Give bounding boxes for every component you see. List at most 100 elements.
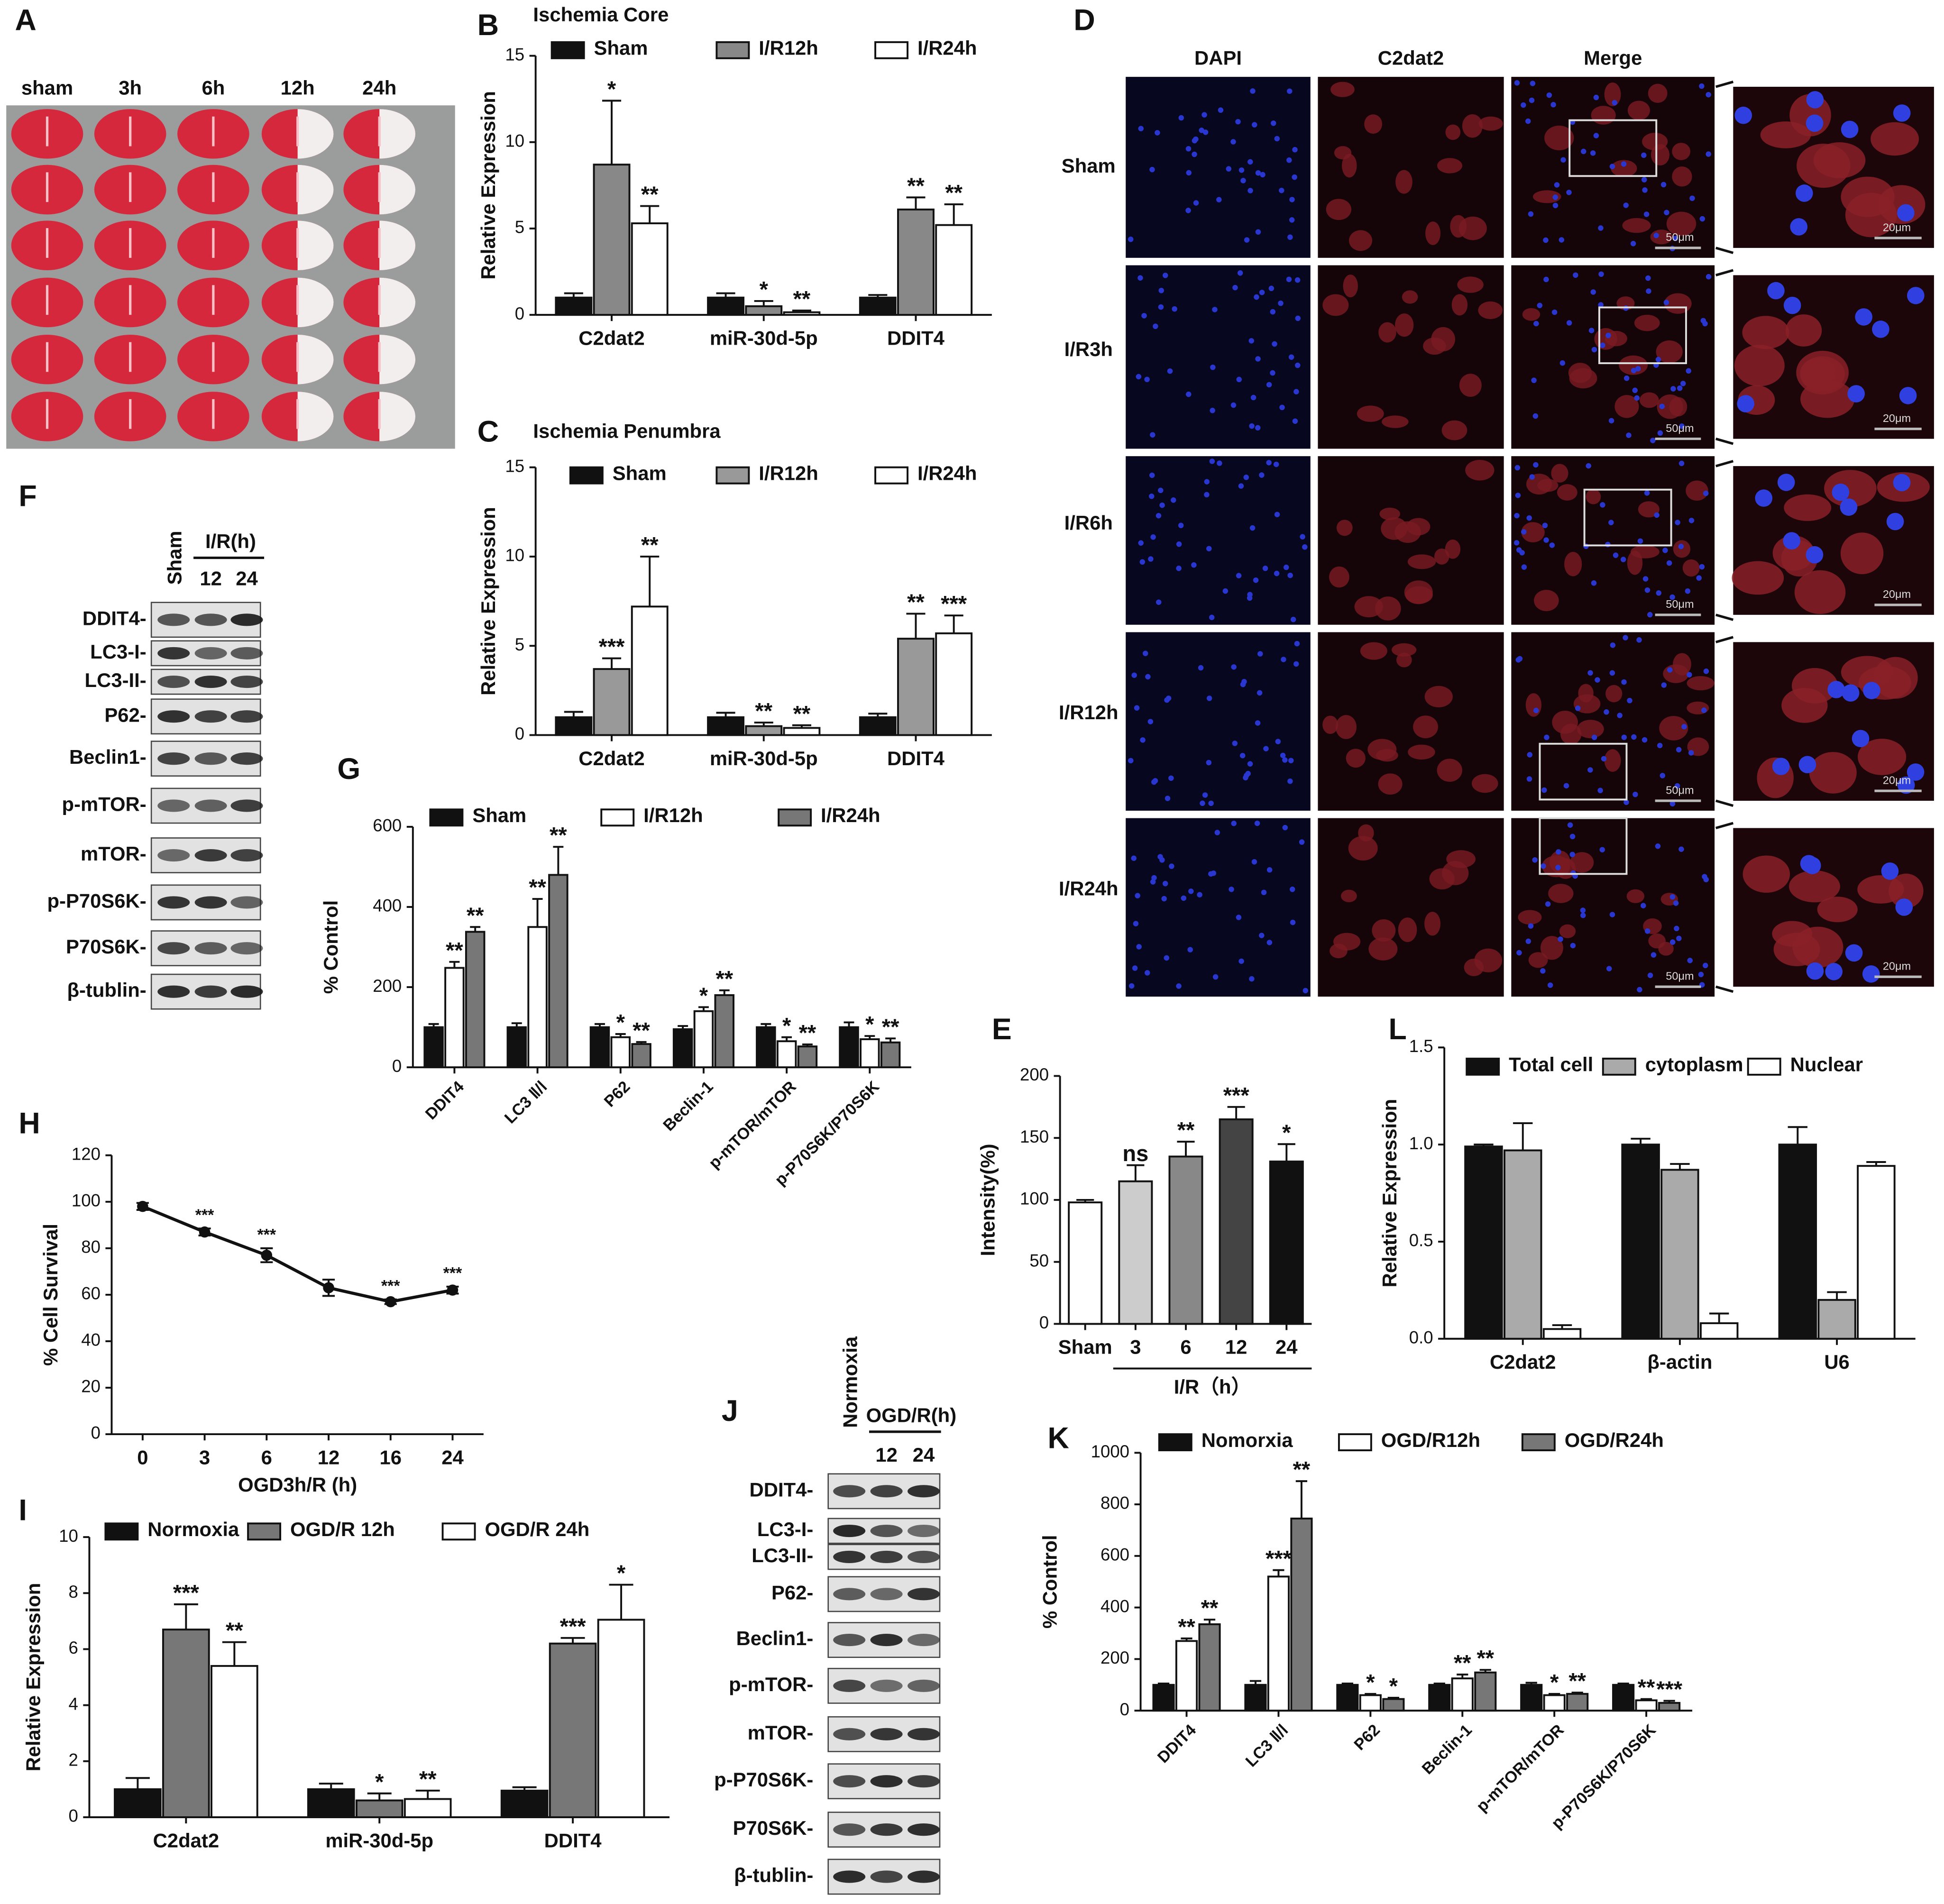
blot-row-label: p-P70S6K- — [714, 1768, 813, 1791]
significance-label: * — [1282, 1120, 1291, 1145]
y-axis-label: % Cell Survival — [39, 1224, 62, 1366]
cell-stain — [1559, 924, 1576, 938]
legend-label: Sham — [472, 804, 526, 826]
nucleus — [1293, 661, 1299, 667]
significance-label: ** — [793, 286, 811, 311]
cell-stain — [1471, 774, 1498, 793]
bar — [714, 994, 734, 1069]
blot-band — [908, 1679, 940, 1692]
legend-swatch — [441, 1522, 476, 1541]
nucleus — [1526, 515, 1532, 521]
significance-label: * — [607, 76, 616, 101]
nucleus — [1206, 760, 1212, 766]
blot-row-label: DDIT4- — [83, 607, 147, 629]
cell-stain — [1666, 211, 1696, 236]
bar — [745, 305, 783, 316]
blot-band — [157, 647, 190, 659]
nucleus — [1515, 493, 1521, 498]
cell-stain — [1569, 368, 1597, 389]
nucleus — [1148, 556, 1154, 562]
nucleus — [1281, 657, 1286, 662]
y-tick-label: 4 — [69, 1694, 78, 1713]
blot-band — [157, 849, 190, 862]
bar — [1817, 1299, 1856, 1340]
nucleus — [1678, 543, 1684, 549]
nucleus — [1605, 332, 1611, 339]
nucleus — [1533, 707, 1539, 714]
nucleus — [1521, 102, 1526, 108]
blot-band — [833, 1775, 866, 1788]
legend-label: I/R12h — [759, 462, 818, 484]
nucleus — [1543, 237, 1549, 243]
nucleus — [1575, 705, 1581, 711]
cell-stain — [1604, 82, 1621, 107]
bar — [1382, 1698, 1405, 1712]
nucleus — [1136, 374, 1142, 380]
nucleus — [1278, 300, 1284, 306]
row-label: I/R3h — [1064, 338, 1113, 360]
nucleus — [1699, 216, 1706, 222]
significance-label: * — [1389, 1673, 1398, 1698]
blot-band — [833, 1870, 866, 1883]
cell-stain — [1687, 676, 1715, 691]
cell-stain — [1682, 559, 1700, 577]
x-tick-label: C2dat2 — [578, 327, 644, 349]
nucleus — [1543, 276, 1549, 283]
significance-label: ** — [550, 823, 567, 848]
blot-row-label: LC3-I- — [90, 641, 147, 663]
cell-stain — [1639, 392, 1659, 408]
timepoint-label: 24h — [362, 76, 396, 99]
zoom-connector — [1715, 460, 1734, 467]
zoom-box — [1539, 742, 1628, 801]
nucleus — [1674, 925, 1679, 932]
cell-stain — [1445, 124, 1461, 140]
cell-stain — [1544, 125, 1574, 151]
bar — [548, 874, 569, 1069]
point — [385, 1296, 396, 1308]
y-tick-label: 1.0 — [1409, 1134, 1433, 1153]
nucleus — [1134, 705, 1140, 711]
significance-label: ** — [1178, 1614, 1195, 1639]
cell-stain — [1398, 917, 1417, 942]
bar — [935, 224, 973, 316]
nucleus — [1256, 690, 1263, 696]
cell-stain — [1772, 535, 1815, 571]
nucleus — [1549, 542, 1555, 548]
infarct — [379, 277, 416, 328]
nucleus — [1287, 572, 1293, 578]
zoom-box — [1598, 306, 1687, 365]
nucleus — [1206, 546, 1212, 551]
nucleus — [1302, 544, 1308, 550]
bar — [1699, 1322, 1739, 1340]
column-label: Merge — [1584, 47, 1642, 69]
cell-stain — [1789, 870, 1840, 903]
cell-stain — [1687, 701, 1709, 714]
nucleus — [1201, 112, 1207, 118]
y-tick-label: 80 — [81, 1237, 101, 1257]
column-label: 12 — [875, 1444, 898, 1466]
nucleus — [1186, 391, 1192, 397]
y-tick-label: 0 — [91, 1423, 101, 1443]
nucleus — [1674, 783, 1680, 789]
blot-band — [908, 1775, 940, 1788]
nucleus — [1669, 894, 1676, 900]
nucleus — [1635, 366, 1641, 372]
bar — [1566, 1693, 1589, 1712]
nucleus — [1248, 338, 1255, 344]
nucleus — [1531, 377, 1537, 383]
panel-letter: B — [477, 9, 499, 42]
y-tick-label: 5 — [515, 635, 524, 654]
significance-label: ** — [1476, 1646, 1494, 1671]
nucleus — [1612, 100, 1618, 106]
nucleus — [1247, 159, 1253, 165]
nucleus — [1699, 83, 1705, 89]
column-label: C2dat2 — [1378, 47, 1444, 69]
y-tick-label: 0 — [69, 1806, 78, 1826]
blot-band — [230, 752, 263, 765]
y-tick-label: 100 — [1020, 1189, 1049, 1208]
nucleus — [1200, 800, 1205, 806]
legend-swatch — [1158, 1433, 1192, 1452]
nucleus — [1634, 395, 1640, 401]
nucleus — [1513, 540, 1520, 546]
nucleus — [1552, 202, 1559, 209]
